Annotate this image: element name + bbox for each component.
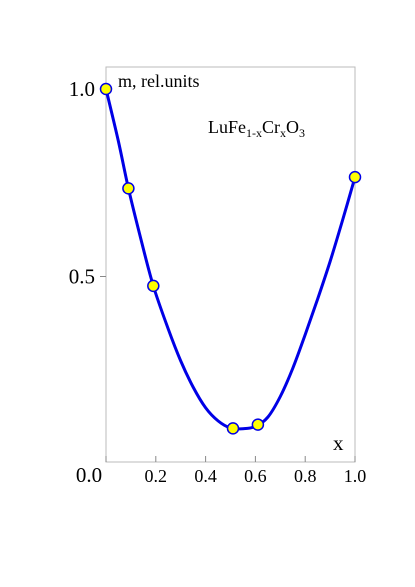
- data-point: [348, 170, 362, 184]
- fit-curve: [104, 88, 357, 431]
- x-tick-label: 0.2: [145, 466, 168, 486]
- x-tick-label: 1.0: [344, 466, 367, 486]
- data-point: [99, 82, 113, 96]
- x-tick-label: 0.4: [194, 466, 217, 486]
- plot-frame: [105, 66, 356, 463]
- x-axis-label: x: [333, 431, 344, 455]
- data-point: [122, 182, 135, 195]
- y-tick-label: 1.0: [69, 77, 95, 101]
- data-point: [226, 422, 240, 435]
- data-point: [147, 279, 160, 293]
- x-tick-label: 0.8: [294, 466, 317, 486]
- y-axis-label: m, rel.units: [118, 71, 200, 91]
- x-tick-label: 0.0: [76, 463, 102, 487]
- x-tick-label: 0.6: [244, 466, 267, 486]
- data-point: [251, 418, 265, 431]
- compound-formula: LuFe1-xCrxO3: [208, 117, 305, 140]
- y-tick-label: 0.5: [69, 265, 95, 289]
